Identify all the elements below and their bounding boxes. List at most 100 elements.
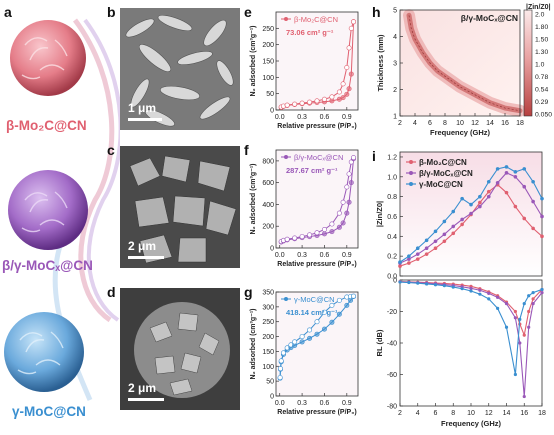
x-tick-label: 10 bbox=[456, 120, 464, 127]
adsorption-line bbox=[279, 296, 354, 379]
desorption-point bbox=[346, 171, 352, 177]
y-tick-label: 1.2 bbox=[387, 154, 397, 161]
y-tick-label: 0.2 bbox=[387, 254, 397, 261]
y-tick-label: 800 bbox=[262, 158, 274, 165]
x-tick-label: 14 bbox=[503, 410, 511, 417]
adsorption-point bbox=[307, 335, 313, 341]
series-point bbox=[531, 302, 535, 306]
adsorption-point bbox=[340, 95, 346, 101]
panel-label-e: e bbox=[244, 4, 252, 20]
desorption-point bbox=[321, 309, 327, 315]
y-tick-label: 200 bbox=[262, 42, 274, 49]
series-point bbox=[415, 246, 420, 251]
plot-frame bbox=[399, 151, 543, 277]
sem-texture bbox=[120, 8, 240, 130]
desorption-point bbox=[340, 81, 346, 87]
colorbar-tick-label: 1.50 bbox=[535, 37, 548, 44]
desorption-point bbox=[329, 221, 335, 227]
sem-image-b: 1 μm bbox=[120, 8, 240, 130]
series-point bbox=[433, 246, 438, 251]
series-point bbox=[527, 325, 531, 329]
x-tick-label: 18 bbox=[516, 120, 524, 127]
x-tick-label: 0.6 bbox=[320, 114, 330, 121]
series-point bbox=[495, 167, 500, 171]
series-point bbox=[407, 257, 411, 261]
series-point bbox=[540, 287, 544, 292]
x-tick-label: 6 bbox=[428, 120, 432, 127]
y-axis-label: N₂ adsorbed (cm³g⁻¹) bbox=[250, 164, 257, 235]
material-label-gamma-moc: γ-MoC@CN bbox=[12, 404, 86, 419]
y-tick-label: 100 bbox=[262, 364, 274, 371]
colorbar-tick-label: 0.050 bbox=[535, 112, 552, 119]
series-point bbox=[522, 184, 527, 189]
adsorption-point bbox=[321, 326, 327, 332]
legend-marker bbox=[284, 17, 288, 21]
panel-label-f: f bbox=[244, 142, 249, 158]
y-tick-label: 150 bbox=[262, 349, 274, 356]
series-point bbox=[407, 254, 411, 258]
x-tick-label: 0.9 bbox=[342, 252, 352, 259]
adsorption-point bbox=[336, 224, 342, 230]
y-tick-label: -60 bbox=[387, 372, 397, 379]
series-point bbox=[540, 234, 544, 239]
y-tick-label: 200 bbox=[262, 224, 274, 231]
series-point bbox=[504, 171, 509, 175]
beta-mo2c-sphere bbox=[10, 20, 86, 96]
panel-label-i: i bbox=[372, 148, 376, 164]
series-point bbox=[433, 283, 438, 287]
sem-image-d: 2 μm bbox=[120, 288, 240, 410]
colorbar-tick-label: 0.29 bbox=[535, 99, 548, 106]
colorbar-tick-label: 2.0 bbox=[535, 12, 545, 19]
desorption-point bbox=[299, 100, 305, 106]
panel-label-h: h bbox=[372, 4, 381, 20]
series-point bbox=[531, 226, 535, 231]
y-tick-label: 2 bbox=[393, 87, 397, 94]
y-tick-label: 300 bbox=[262, 304, 274, 311]
desorption-point bbox=[280, 350, 286, 356]
legend-label: β-Mo₂C@CN bbox=[294, 15, 338, 24]
series-point bbox=[513, 170, 518, 174]
series-point bbox=[415, 252, 420, 256]
series-point bbox=[460, 196, 464, 201]
y-tick-label: 150 bbox=[262, 59, 274, 66]
desorption-point bbox=[344, 65, 350, 71]
y-tick-label: 350 bbox=[262, 290, 274, 297]
sem-texture bbox=[120, 288, 240, 410]
series-point bbox=[540, 291, 544, 295]
x-tick-label: 0.3 bbox=[297, 114, 307, 121]
colorbar-label: |Zin/Z0| bbox=[526, 4, 551, 11]
chart-bet-g: 0.0 0.3 0.6 0.9 0 50 100 150 200 250 300 350 Relativ… bbox=[250, 290, 359, 416]
desorption-point bbox=[336, 210, 342, 216]
y-tick-label: 1.0 bbox=[387, 174, 397, 181]
desorption-point bbox=[278, 358, 284, 364]
legend-marker bbox=[284, 297, 288, 301]
y-tick-label: 5 bbox=[393, 8, 397, 15]
panel-label-b: b bbox=[107, 4, 116, 20]
desorption-point bbox=[321, 96, 327, 102]
y-axis-label: N₂ adsorbed (cm³g⁻¹) bbox=[250, 309, 257, 380]
desorption-point bbox=[314, 319, 320, 325]
chart-bet-e: 0.0 0.3 0.6 0.9 0 50 100 150 200 250 Relative pres… bbox=[250, 11, 359, 130]
x-tick-label: 10 bbox=[467, 410, 475, 417]
chart-bet-f: 0.0 0.3 0.6 0.9 0 200 400 600 800 Relative pressu… bbox=[250, 149, 359, 268]
series-point bbox=[424, 252, 429, 256]
desorption-point bbox=[299, 334, 305, 340]
x-axis-label: Frequency (GHz) bbox=[430, 128, 491, 137]
beta-gamma-moc-sphere bbox=[8, 170, 88, 250]
scale-bar bbox=[128, 118, 162, 121]
series-point bbox=[478, 204, 482, 209]
material-label-beta-gamma-moc: β/γ-MoCₓ@CN bbox=[2, 258, 93, 273]
series-point bbox=[442, 239, 447, 244]
panel-label-g: g bbox=[244, 284, 253, 300]
series-point bbox=[451, 231, 456, 236]
y-tick-label: 0 bbox=[270, 394, 274, 401]
connector-ribbon bbox=[72, 18, 115, 323]
y-tick-label: 400 bbox=[262, 202, 274, 209]
adsorption-point bbox=[344, 302, 350, 308]
adsorption-point bbox=[344, 91, 350, 97]
x-tick-label: 16 bbox=[501, 120, 509, 127]
series-point bbox=[478, 200, 482, 205]
surface-area-annotation: 287.67 cm² g⁻¹ bbox=[286, 166, 338, 175]
series-point bbox=[478, 288, 482, 292]
